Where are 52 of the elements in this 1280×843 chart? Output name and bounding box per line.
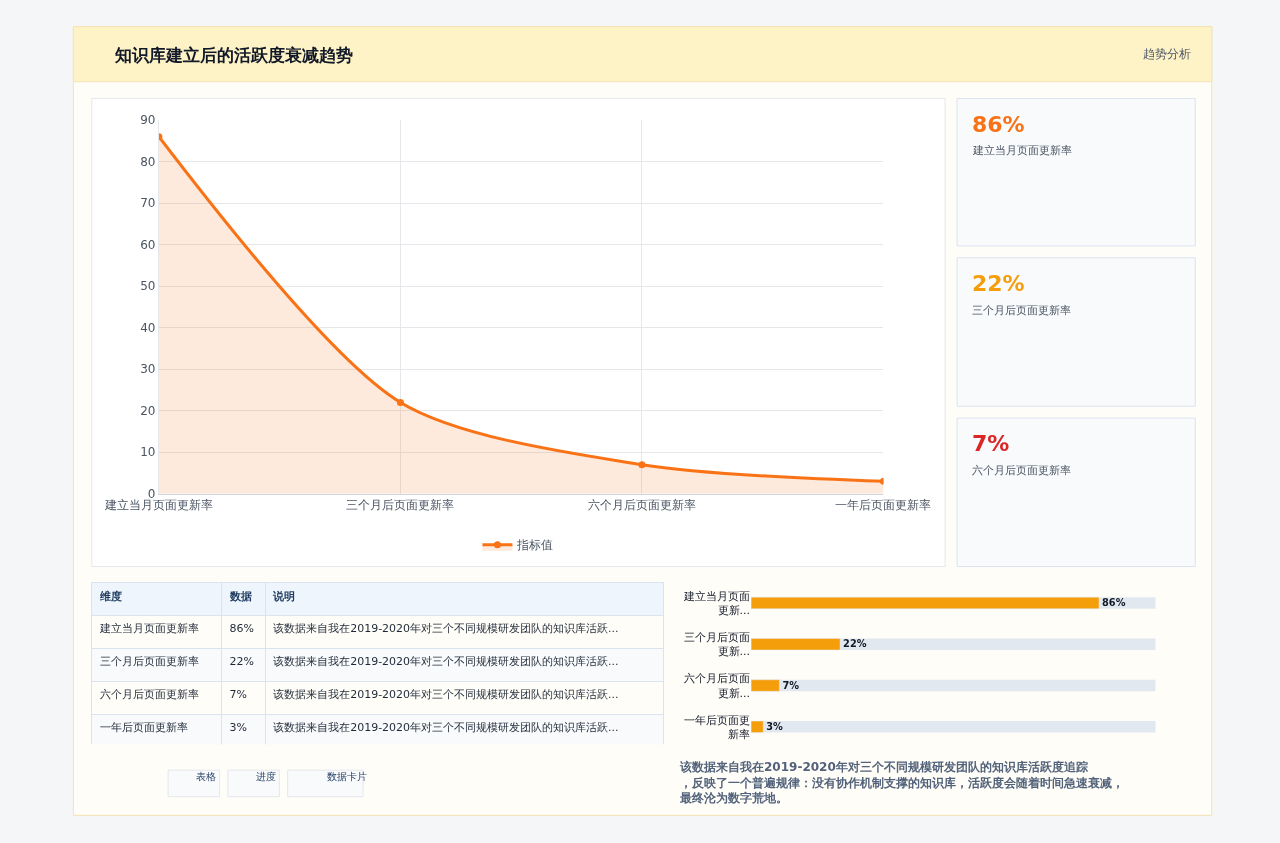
y-tick-label: 30 xyxy=(140,362,156,377)
text: 三个月后页面更新率 xyxy=(972,304,1071,317)
text: 该数据来自我在2019-2020年对三个不同规模研发团队的知识库活跃... xyxy=(273,621,619,635)
text: 趋势分析 xyxy=(1143,47,1191,61)
legend-label: 指标值 xyxy=(516,538,554,553)
text: 3% xyxy=(229,720,248,734)
text: 建立当月页面更新率 xyxy=(98,621,199,635)
text: 数据卡片 xyxy=(327,771,367,782)
y-tick-label: 40 xyxy=(140,320,156,335)
y-tick-label: 0 xyxy=(147,486,156,501)
x-tick-label: 建立当月页面更新率 xyxy=(103,498,213,513)
text: 22% xyxy=(972,271,1025,296)
text: 7% xyxy=(229,687,248,701)
y-tick-label: 50 xyxy=(140,279,156,294)
category-label: 说明 xyxy=(272,590,296,604)
y-tick-label: 70 xyxy=(140,196,156,211)
text: 三个月后页面更新率 xyxy=(99,654,199,668)
x-tick-label: 六个月后页面更新率 xyxy=(587,498,696,513)
y-tick-label: 20 xyxy=(140,403,156,418)
category-label: 三个月后页面更新... xyxy=(684,630,751,659)
text: 知识库建立后的活跃度衰减趋势 xyxy=(114,45,353,65)
text: 该数据来自我在2019-2020年对三个不同规模研发团队的知识库活跃... xyxy=(273,720,619,734)
text: 86% xyxy=(229,621,255,635)
x-tick-label: 三个月后页面更新率 xyxy=(346,498,455,513)
y-tick-label: 10 xyxy=(140,445,156,460)
text: 86% xyxy=(972,112,1025,137)
text: 该数据来自我在2019-2020年对三个不同规模研发团队的知识库活跃度追踪，反映了一个普遍规律：没有协作机制支撑的知识库，活跃度会随着时间急速衰减，最终沦为数字荒地。 xyxy=(679,760,1124,806)
data-label: 7% xyxy=(782,679,800,691)
y-tick-label: 90 xyxy=(140,113,156,128)
data-label: 22% xyxy=(843,638,867,650)
point xyxy=(396,398,404,406)
text: 建立当月页面更新率 xyxy=(973,144,1072,157)
text: 六个月后页面更新率 xyxy=(99,687,199,701)
text: 7% xyxy=(972,431,1010,456)
text: 一年后页面更新率 xyxy=(684,713,751,741)
data-label: 3% xyxy=(766,720,784,732)
text: 22% xyxy=(229,654,255,668)
category-label: 数据 xyxy=(228,590,252,604)
x-tick-label: 一年后页面更新率 xyxy=(835,498,932,513)
category-label: 六个月后页面更新... xyxy=(684,672,751,700)
category-label: 维度 xyxy=(98,590,122,604)
text: 六个月后页面更新率 xyxy=(972,464,1071,477)
category-label: 一年后页面更新率 xyxy=(99,720,188,734)
text: 表格 xyxy=(196,771,216,782)
point xyxy=(638,461,646,469)
y-tick-label: 80 xyxy=(140,154,156,169)
y-tick-label: 60 xyxy=(140,237,156,252)
text: 进度 xyxy=(256,771,276,782)
text: 该数据来自我在2019-2020年对三个不同规模研发团队的知识库活跃... xyxy=(273,654,619,668)
category-label: 建立当月页面更新... xyxy=(684,589,751,617)
data-label: 86% xyxy=(1102,597,1126,609)
text: 该数据来自我在2019-2020年对三个不同规模研发团队的知识库活跃... xyxy=(273,687,619,701)
